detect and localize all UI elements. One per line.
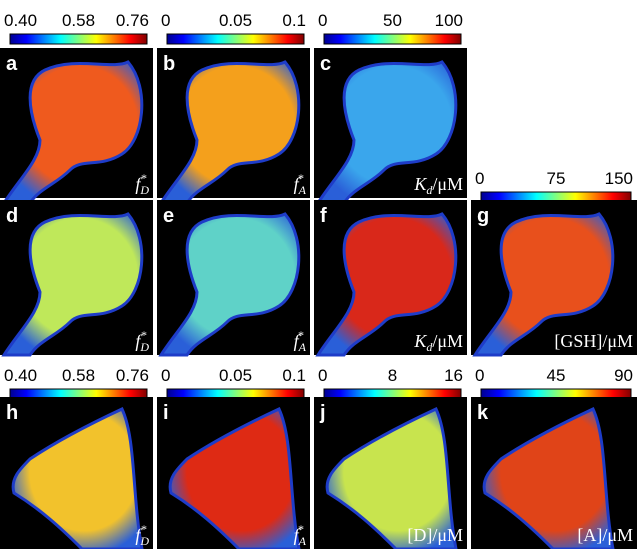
label-text: [GSH]/μM <box>554 331 633 351</box>
colorbar-tick-label: 0 <box>475 366 484 385</box>
colorbar: 0.40 0.58 0.76 <box>4 11 149 44</box>
colorbar-tick-label: 90 <box>614 366 633 385</box>
label-sup: * <box>141 171 147 185</box>
panel-letter: a <box>6 53 18 75</box>
quantity-label: [D]/μM <box>407 525 463 545</box>
panel-letter: b <box>163 53 175 75</box>
image-panel: g [GSH]/μM <box>471 200 637 355</box>
label-sub: A <box>298 340 307 354</box>
quantity-label: [A]/μM <box>577 525 633 545</box>
label-text: [A]/μM <box>577 525 633 545</box>
label-text: [D]/μM <box>407 525 463 545</box>
label-sup: * <box>298 328 304 342</box>
colorbar-tick-label: 0.05 <box>219 11 252 30</box>
quantity-label: Kd/μM <box>413 331 463 354</box>
label-sub: A <box>298 534 307 548</box>
image-panel: ifA* <box>157 397 310 549</box>
colorbar-tick-label: 0.40 <box>4 366 37 385</box>
label-sub: D <box>139 183 149 197</box>
panel-letter: d <box>6 205 18 227</box>
label-sub: A <box>298 183 307 197</box>
label-sup: * <box>141 522 147 536</box>
panel-letter: f <box>320 205 327 227</box>
panel-letter: k <box>477 402 489 424</box>
label-base: K <box>413 174 427 194</box>
colorbar-tick-label: 0.76 <box>116 11 149 30</box>
image-panel: bfA* <box>157 48 310 203</box>
colorbar-tick-label: 0 <box>161 366 170 385</box>
colorbar-tick-label: 0.58 <box>62 366 95 385</box>
image-panel: f Kd/μM <box>314 200 467 355</box>
colorbar-tick-label: 8 <box>388 366 397 385</box>
colorbar: 0.40 0.58 0.76 <box>4 366 149 399</box>
label-sup: * <box>298 522 304 536</box>
colorbar: 0 75 150 <box>475 169 633 202</box>
colorbar-tick-label: 0.05 <box>219 366 252 385</box>
label-sup: * <box>298 171 304 185</box>
colorbar-tick-label: 0 <box>318 11 327 30</box>
colorbar-tick-label: 50 <box>383 11 402 30</box>
panel-letter: j <box>319 402 326 424</box>
image-panel: hfD* <box>0 397 153 549</box>
label-rest: /μM <box>432 331 463 351</box>
image-panel: k [A]/μM <box>471 397 637 549</box>
colorbar-tick-label: 75 <box>547 169 566 188</box>
image-panel: afD* <box>0 48 153 203</box>
colorbar-tick-label: 0.40 <box>4 11 37 30</box>
colorbar-tick-label: 45 <box>547 366 566 385</box>
panel-letter: i <box>163 402 169 424</box>
colorbar: 0 0.05 0.1 <box>161 11 306 44</box>
image-panel: j [D]/μM <box>314 397 467 549</box>
panel-letter: g <box>477 205 489 227</box>
colorbar-gradient <box>10 34 147 44</box>
colorbar: 0 0.05 0.1 <box>161 366 306 399</box>
colorbar-tick-label: 0.58 <box>62 11 95 30</box>
colorbar: 0 45 90 <box>475 366 633 399</box>
colorbar-tick-label: 0.1 <box>282 11 306 30</box>
colorbar: 0 50 100 <box>318 11 463 44</box>
panel-letter: h <box>6 402 18 424</box>
colorbar-gradient <box>167 34 304 44</box>
image-panel: dfD* <box>0 200 153 355</box>
label-rest: /μM <box>432 174 463 194</box>
colorbar-tick-label: 0 <box>475 169 484 188</box>
colorbar-tick-label: 0 <box>161 11 170 30</box>
panel-letter: c <box>320 53 331 75</box>
label-sub: D <box>139 534 149 548</box>
colorbar-tick-label: 16 <box>444 366 463 385</box>
label-sub: D <box>139 340 149 354</box>
image-panel: efA* <box>157 200 310 355</box>
colorbar: 0 8 16 <box>318 366 463 399</box>
colorbar-tick-label: 0.1 <box>282 366 306 385</box>
quantity-label: Kd/μM <box>413 174 463 197</box>
quantity-label: [GSH]/μM <box>554 331 633 351</box>
colorbar-gradient <box>324 34 461 44</box>
figure: 0.40 0.58 0.76 0 0.05 0.1 0 50 100 0 75 150 0.40 0.58… <box>0 0 637 549</box>
label-sup: * <box>141 328 147 342</box>
image-panel: c Kd/μM <box>314 48 467 203</box>
colorbar-tick-label: 0 <box>318 366 327 385</box>
colorbar-tick-label: 0.76 <box>116 366 149 385</box>
panel-letter: e <box>163 205 174 227</box>
colorbar-tick-label: 150 <box>605 169 633 188</box>
label-base: K <box>413 331 427 351</box>
colorbar-tick-label: 100 <box>435 11 463 30</box>
